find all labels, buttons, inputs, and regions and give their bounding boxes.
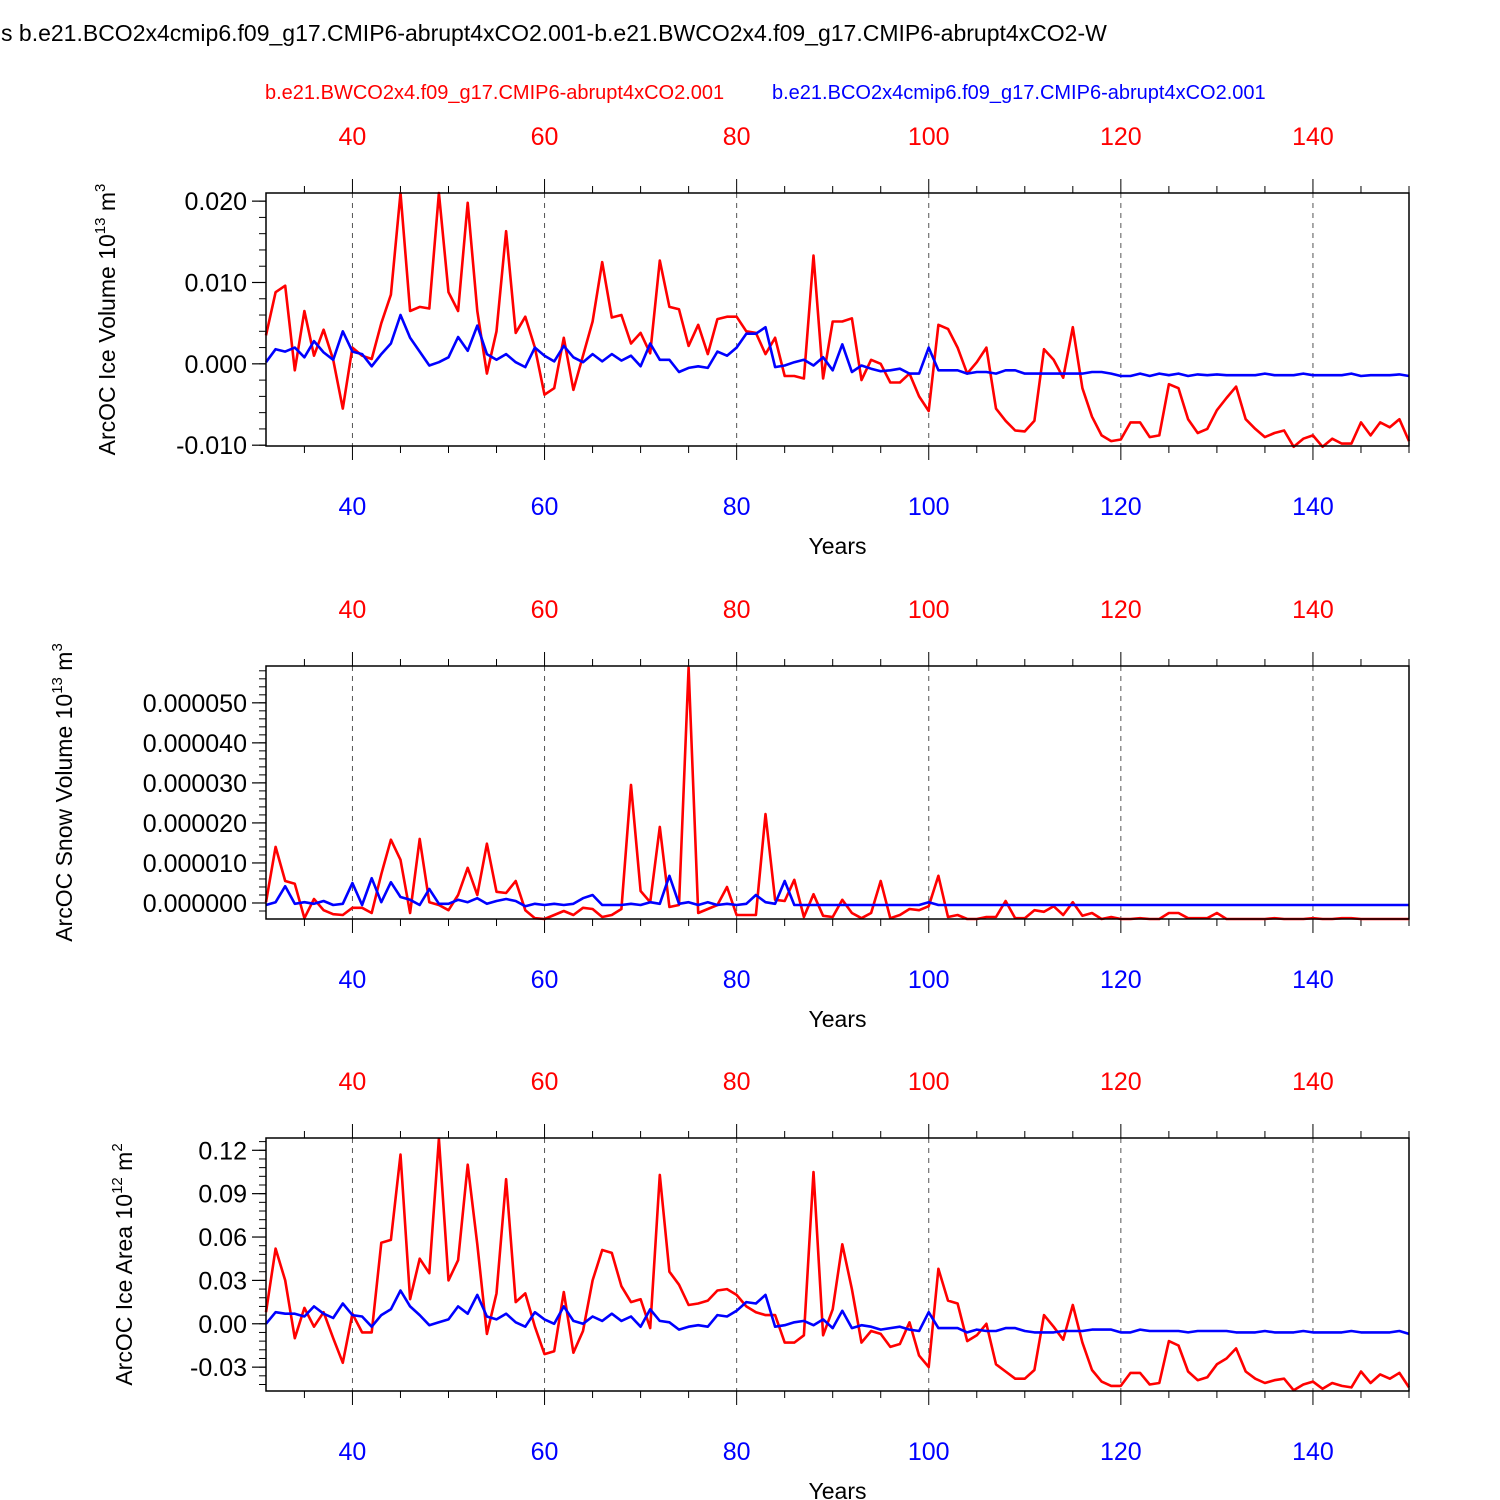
- x-tick-label-top: 140: [1292, 596, 1334, 624]
- y-tick-label: 0.000050: [143, 690, 247, 718]
- x-tick-label-top: 140: [1292, 123, 1334, 151]
- series-line-case-b: [265, 874, 1409, 908]
- y-axis-label: ArcOC Ice Volume 1013 m3: [92, 184, 120, 456]
- x-tick-label-bottom: 40: [339, 1438, 367, 1466]
- x-tick-label-bottom: 60: [531, 1438, 559, 1466]
- x-tick-label-top: 60: [531, 596, 559, 624]
- x-tick-label-bottom: 100: [908, 493, 950, 521]
- y-tick-label: 0.010: [184, 269, 247, 297]
- x-tick-label-top: 120: [1100, 123, 1142, 151]
- x-tick-label-top: 60: [531, 1068, 559, 1096]
- x-tick-label-top: 100: [908, 1068, 950, 1096]
- y-tick-label: 0.09: [198, 1181, 247, 1209]
- page-title: lies b.e21.BCO2x4cmip6.f09_g17.CMIP6-abr…: [0, 20, 1107, 46]
- case-b-label: b.e21.BCO2x4cmip6.f09_g17.CMIP6-abrupt4x…: [772, 82, 1266, 104]
- x-tick-label-top: 120: [1100, 1068, 1142, 1096]
- chart-panel-3: -0.03 0.00 0.03 0.06 0.09 0.12 40 40 60 60 80 80 100…: [109, 1068, 1411, 1500]
- x-tick-label-bottom: 60: [531, 966, 559, 994]
- x-tick-label-bottom: 120: [1100, 493, 1142, 521]
- y-tick-label: -0.010: [176, 432, 247, 460]
- x-tick-label-bottom: 140: [1292, 966, 1334, 994]
- x-tick-label-top: 80: [723, 596, 751, 624]
- x-tick-label-bottom: 80: [723, 966, 751, 994]
- chart-panel-1: -0.010 0.000 0.010 0.020 40 40 60 60 80 80 100 100 1…: [92, 123, 1411, 559]
- x-tick-label-bottom: 140: [1292, 493, 1334, 521]
- x-tick-label-top: 40: [339, 1068, 367, 1096]
- y-tick-label: 0.000: [184, 351, 247, 379]
- y-tick-label: 0.03: [198, 1267, 247, 1295]
- plot-frame: [265, 665, 1410, 920]
- y-tick-label: 0.000030: [143, 770, 247, 798]
- series-line-case-a: [264, 191, 1411, 449]
- y-tick-label: 0.00: [198, 1311, 247, 1339]
- x-tick-label-top: 140: [1292, 1068, 1334, 1096]
- case-a-label: b.e21.BWCO2x4.f09_g17.CMIP6-abrupt4xCO2.…: [265, 82, 725, 104]
- y-tick-label: 0.12: [198, 1137, 247, 1165]
- x-tick-label-top: 100: [908, 596, 950, 624]
- x-tick-label-top: 40: [339, 596, 367, 624]
- x-tick-label-top: 100: [908, 123, 950, 151]
- y-tick-label: 0.06: [198, 1224, 247, 1252]
- series-line-case-b: [264, 1289, 1410, 1336]
- plot-frame: [265, 192, 1410, 447]
- plot-frame: [265, 1137, 1410, 1392]
- y-tick-label: 0.000000: [143, 890, 247, 918]
- x-tick-label-bottom: 80: [723, 493, 751, 521]
- x-tick-label-bottom: 100: [908, 1438, 950, 1466]
- x-axis-label: Years: [809, 533, 867, 559]
- x-tick-label-bottom: 60: [531, 493, 559, 521]
- y-axis-label: ArcOC Snow Volume 1013 m3: [49, 643, 77, 942]
- y-tick-label: 0.020: [184, 188, 247, 216]
- x-tick-label-bottom: 100: [908, 966, 950, 994]
- x-axis-label: Years: [809, 1478, 867, 1500]
- x-tick-label-bottom: 120: [1100, 966, 1142, 994]
- series-line-case-a: [264, 666, 1409, 921]
- x-tick-label-top: 60: [531, 123, 559, 151]
- y-tick-label: 0.000020: [143, 810, 247, 838]
- y-tick-label: -0.03: [190, 1354, 247, 1382]
- x-tick-label-bottom: 40: [339, 966, 367, 994]
- x-tick-label-top: 120: [1100, 596, 1142, 624]
- y-tick-label: 0.000010: [143, 850, 247, 878]
- series-line-case-b: [264, 313, 1410, 378]
- y-tick-label: 0.000040: [143, 730, 247, 758]
- x-axis-label: Years: [809, 1006, 867, 1032]
- x-tick-label-bottom: 140: [1292, 1438, 1334, 1466]
- chart-panel-2: 0.000000 0.000010 0.000020 0.000030 0.000040…: [49, 596, 1410, 1032]
- x-tick-label-top: 80: [723, 123, 751, 151]
- y-axis-label: ArcOC Ice Area 1012 m2: [109, 1143, 137, 1385]
- x-tick-label-bottom: 120: [1100, 1438, 1142, 1466]
- series-line-case-a: [264, 1137, 1411, 1392]
- x-tick-label-bottom: 80: [723, 1438, 751, 1466]
- x-tick-label-bottom: 40: [339, 493, 367, 521]
- x-tick-label-top: 40: [339, 123, 367, 151]
- x-tick-label-top: 80: [723, 1068, 751, 1096]
